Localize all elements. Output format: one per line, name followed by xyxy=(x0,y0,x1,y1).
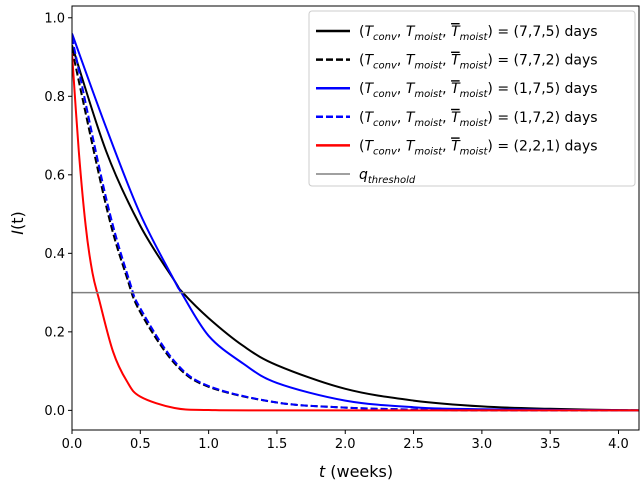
legend-label: (Tconv, Tmoist, Tmoist) = (1,7,2) days xyxy=(359,110,598,129)
x-axis-ticks: 0.0 0.5 1.0 1.5 2.0 2.5 3.0 3.5 4.0 xyxy=(62,430,629,452)
plot-area xyxy=(72,33,639,412)
y-axis-label: I(t) xyxy=(8,211,27,234)
y-tick-label: 0.2 xyxy=(44,325,65,340)
x-tick-label: 0.5 xyxy=(130,437,151,452)
x-tick-label: 4.0 xyxy=(608,437,629,452)
x-tick-label: 1.5 xyxy=(267,437,288,452)
x-tick-label: 1.0 xyxy=(198,437,219,452)
x-tick-label: 0.0 xyxy=(62,437,83,452)
series-line-1 xyxy=(72,44,639,412)
legend-label: qthreshold xyxy=(359,167,416,186)
y-tick-label: 0.0 xyxy=(44,404,65,419)
series-layer xyxy=(72,33,639,412)
legend-label: (Tconv, Tmoist, Tmoist) = (1,7,5) days xyxy=(359,81,598,100)
legend-box xyxy=(308,10,636,187)
y-tick-label: 0.6 xyxy=(44,168,65,183)
x-axis-label: t (weeks) xyxy=(319,462,393,481)
y-axis-ticks: 0.0 0.2 0.4 0.6 0.8 1.0 xyxy=(44,11,72,419)
axes-frame xyxy=(71,5,640,431)
legend-label: (Tconv, Tmoist, Tmoist) = (7,7,5) days xyxy=(359,24,598,43)
x-tick-label: 2.0 xyxy=(335,437,356,452)
x-tick-label: 3.0 xyxy=(472,437,493,452)
x-tick-label: 3.5 xyxy=(540,437,561,452)
legend-label: (Tconv, Tmoist, Tmoist) = (2,2,1) days xyxy=(359,138,598,157)
series-line-5 xyxy=(72,53,639,412)
legend: (Tconv, Tmoist, Tmoist) = (7,7,5) days (T… xyxy=(308,10,636,187)
y-tick-label: 1.0 xyxy=(44,11,65,26)
series-line-3 xyxy=(72,33,639,412)
legend-label: (Tconv, Tmoist, Tmoist) = (7,7,2) days xyxy=(359,53,598,72)
x-tick-label: 2.5 xyxy=(403,437,424,452)
y-tick-label: 0.8 xyxy=(44,90,65,105)
series-line-4 xyxy=(72,37,639,412)
y-tick-label: 0.4 xyxy=(44,247,65,262)
